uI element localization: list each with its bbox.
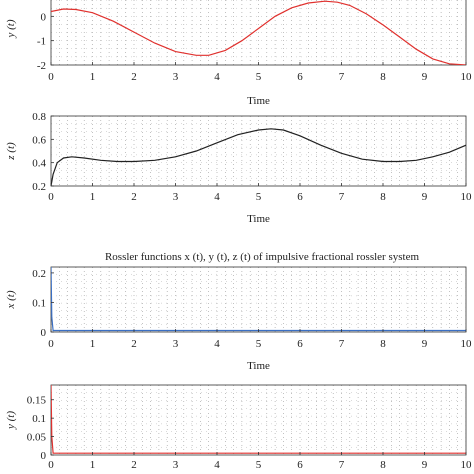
chart-panel-4: 0 1 2 3 4 5 6 7 8 9 10 0 0.05 0.1 0.15 y (t) xyxy=(5,384,473,471)
x-tick-label: 3 xyxy=(173,459,179,471)
x-tick-label: 10 xyxy=(461,71,473,83)
y-tick-label: 0 xyxy=(41,327,47,339)
grid xyxy=(51,267,466,332)
series-line xyxy=(51,385,466,454)
x-tick-label: 0 xyxy=(48,459,54,471)
x-axis-label: Time xyxy=(247,213,270,225)
x-axis-label: Time xyxy=(247,95,270,107)
x-tick-label: 2 xyxy=(131,338,137,350)
x-tick-label: 10 xyxy=(461,191,473,203)
y-axis-label: y (t) xyxy=(5,19,17,38)
series-line xyxy=(51,0,466,65)
x-tick-label: 0 xyxy=(48,338,54,350)
x-tick-label: 10 xyxy=(461,338,473,350)
y-tick-label: 0.4 xyxy=(32,158,46,170)
x-tick-label: 1 xyxy=(90,71,96,83)
x-tick-label: 4 xyxy=(214,338,220,350)
x-tick-label: 4 xyxy=(214,459,220,471)
x-tick-label: 1 xyxy=(90,191,96,203)
x-tick-label: 8 xyxy=(380,191,386,203)
x-tick-label: 8 xyxy=(380,71,386,83)
y-tick-label: 0.15 xyxy=(27,395,47,407)
grid xyxy=(51,385,466,455)
x-tick-label: 9 xyxy=(422,459,428,471)
x-tick-label: 8 xyxy=(380,338,386,350)
x-tick-label: 5 xyxy=(256,338,262,350)
x-tick-label: 3 xyxy=(173,71,179,83)
chart-panel-3: 0 1 2 3 4 5 6 7 8 9 10 0 0.1 0.2 x (t) Time xyxy=(5,266,473,372)
x-tick-label: 2 xyxy=(131,191,137,203)
x-tick-label: 4 xyxy=(214,71,220,83)
series-line xyxy=(51,128,466,186)
chart-panel-2: 0 1 2 3 4 5 6 7 8 9 10 0.2 0.4 0.6 0.8 z (t) Time xyxy=(5,111,472,225)
y-tick-label: 0.2 xyxy=(32,268,46,280)
x-tick-label: 2 xyxy=(131,71,137,83)
x-tick-label: 6 xyxy=(297,71,303,83)
y-tick-label: 0.8 xyxy=(32,111,46,123)
y-tick-label: -1 xyxy=(37,36,46,48)
plot-frame xyxy=(50,384,467,456)
x-tick-label: 6 xyxy=(297,338,303,350)
x-tick-label: 7 xyxy=(339,459,345,471)
x-tick-label: 1 xyxy=(90,338,96,350)
x-tick-label: 6 xyxy=(297,459,303,471)
x-tick-label: 1 xyxy=(90,459,96,471)
chart-panel-1: 0 1 2 3 4 5 6 7 8 9 10 -2 -1 0 y (t) Time xyxy=(5,0,472,107)
y-axis-label: x (t) xyxy=(5,290,17,309)
grid xyxy=(51,0,466,65)
x-tick-label: 9 xyxy=(422,338,428,350)
figure-title: Rossler functions x (t), y (t), z (t) of… xyxy=(105,251,419,263)
y-axis-label: z (t) xyxy=(5,142,17,161)
y-tick-label: 0.05 xyxy=(27,432,47,444)
plot-frame xyxy=(50,115,467,187)
y-tick-label: 0 xyxy=(41,11,47,23)
x-tick-label: 9 xyxy=(422,191,428,203)
x-tick-label: 2 xyxy=(131,459,137,471)
x-tick-label: 0 xyxy=(48,71,54,83)
x-tick-label: 6 xyxy=(297,191,303,203)
y-axis-label: y (t) xyxy=(5,411,17,430)
x-tick-label: 5 xyxy=(256,191,262,203)
series-line xyxy=(51,267,466,332)
x-tick-label: 7 xyxy=(339,71,345,83)
x-tick-label: 7 xyxy=(339,338,345,350)
y-tick-label: 0.6 xyxy=(32,134,46,146)
y-tick-label: 0.1 xyxy=(32,413,46,425)
x-tick-label: 4 xyxy=(214,191,220,203)
x-tick-label: 5 xyxy=(256,459,262,471)
y-tick-label: 0.1 xyxy=(32,297,46,309)
x-tick-label: 5 xyxy=(256,71,262,83)
x-axis-label: Time xyxy=(247,360,270,372)
y-tick-label: 0.2 xyxy=(32,181,46,193)
grid xyxy=(51,116,466,186)
x-tick-label: 9 xyxy=(422,71,428,83)
x-tick-label: 3 xyxy=(173,191,179,203)
x-tick-label: 3 xyxy=(173,338,179,350)
x-tick-label: 8 xyxy=(380,459,386,471)
x-tick-label: 7 xyxy=(339,191,345,203)
x-tick-label: 10 xyxy=(461,459,473,471)
y-tick-label: 0 xyxy=(41,450,47,462)
y-tick-label: -2 xyxy=(37,60,46,72)
x-tick-label: 0 xyxy=(48,191,54,203)
